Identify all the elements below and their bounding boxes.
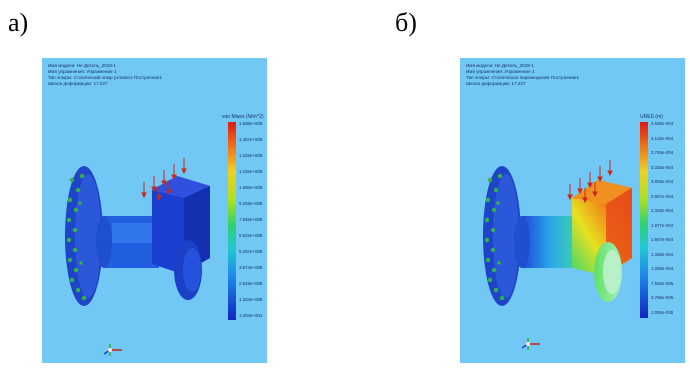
legend-tick: 2.667e-004: [651, 193, 674, 199]
fea-model-view: [65, 122, 236, 356]
plot-type-line: Тип эпюры: Статическое перемещение Постр…: [466, 75, 580, 80]
color-scale-bar: [228, 122, 236, 320]
legend-tick: 1.000e-004: [651, 266, 674, 271]
coordinate-triad: [521, 338, 540, 350]
model-name-line: Имя модели: Не Деталь_2019-1: [466, 63, 534, 68]
legend-tick: 7.562e-005: [651, 280, 674, 286]
stress-plot-panel: Имя модели: Не Деталь_2019-1 Имя упражне…: [42, 58, 267, 363]
plot-header: Имя модели: Не Деталь_2019-1 Имя упражне…: [48, 63, 162, 87]
legend-tick: 2.333e-004: [651, 208, 674, 213]
deformation-scale-line: Шкала деформации: 17.227: [48, 81, 108, 86]
legend-tick: 3.974e+008: [239, 265, 263, 270]
deformation-scale-line: Шкала деформации: 17.227: [466, 81, 526, 86]
legend-tick: 1.060e+009: [239, 185, 263, 190]
legend-tick: 1.588e+009: [239, 121, 263, 126]
legend-tick: 1.977e-004: [651, 222, 674, 228]
plot-header: Имя модели: Не Деталь_2019-1 Имя упражне…: [466, 63, 579, 87]
legend-tick: 1.667e-004: [651, 237, 674, 242]
fea-model-view: [483, 122, 648, 350]
bracket-block: [152, 176, 210, 300]
legend-tick: 1.192e+009: [239, 169, 263, 174]
study-name-line: Имя упражнения: Упражнение 1: [466, 69, 535, 74]
study-name-line: Имя упражнения: Упражнение 1: [48, 69, 117, 74]
legend-title: von Mises (N/m^2): [222, 114, 264, 120]
load-arrows: [141, 158, 187, 202]
displacement-plot-panel: Имя модели: Не Деталь_2019-1 Имя упражне…: [460, 58, 685, 363]
plot-type-line: Тип эпюры: Статический эпюр узлового Пос…: [48, 75, 163, 80]
legend-tick: 7.945e+008: [239, 217, 263, 222]
bracket-block: [572, 180, 632, 302]
fixture-markers: [484, 173, 505, 301]
shaft: [514, 216, 580, 268]
legend-tick: 9.258e+008: [239, 201, 263, 206]
legend-tick: 3.002e-004: [651, 179, 674, 184]
legend-tick: 3.333e-004: [651, 164, 674, 170]
model-name-line: Имя модели: Не Деталь_2019-1: [48, 63, 116, 68]
legend-tick: 2.649e+008: [239, 281, 263, 286]
legend-tick: 4.126e-004: [651, 135, 674, 141]
legend-tick: 6.622e+008: [239, 233, 263, 238]
legend-tick: 3.756e-005: [651, 295, 674, 300]
legend-tick: 1.000e-030: [651, 309, 674, 315]
legend-tick: 1.324e+008: [239, 297, 263, 302]
legend-tick: 3.793e-004: [651, 150, 674, 155]
legend-tick: 1.457e+009: [239, 137, 263, 142]
legend-title: URES (m): [640, 114, 663, 120]
shaft: [96, 216, 159, 268]
color-scale-bar: [640, 122, 648, 318]
legend-tick: 4.536e-004: [651, 121, 674, 126]
legend-tick: 5.297e+008: [239, 249, 263, 254]
fixture-markers: [66, 173, 87, 301]
legend-tick: 1.325e+009: [239, 153, 263, 158]
legend-tick: 1.336e-004: [651, 251, 674, 257]
panel-label-a: а): [8, 8, 29, 37]
coordinate-triad: [103, 344, 122, 356]
load-arrows: [567, 160, 613, 204]
panel-label-b: б): [395, 8, 417, 37]
legend-tick: 1.304e+004: [239, 313, 263, 318]
